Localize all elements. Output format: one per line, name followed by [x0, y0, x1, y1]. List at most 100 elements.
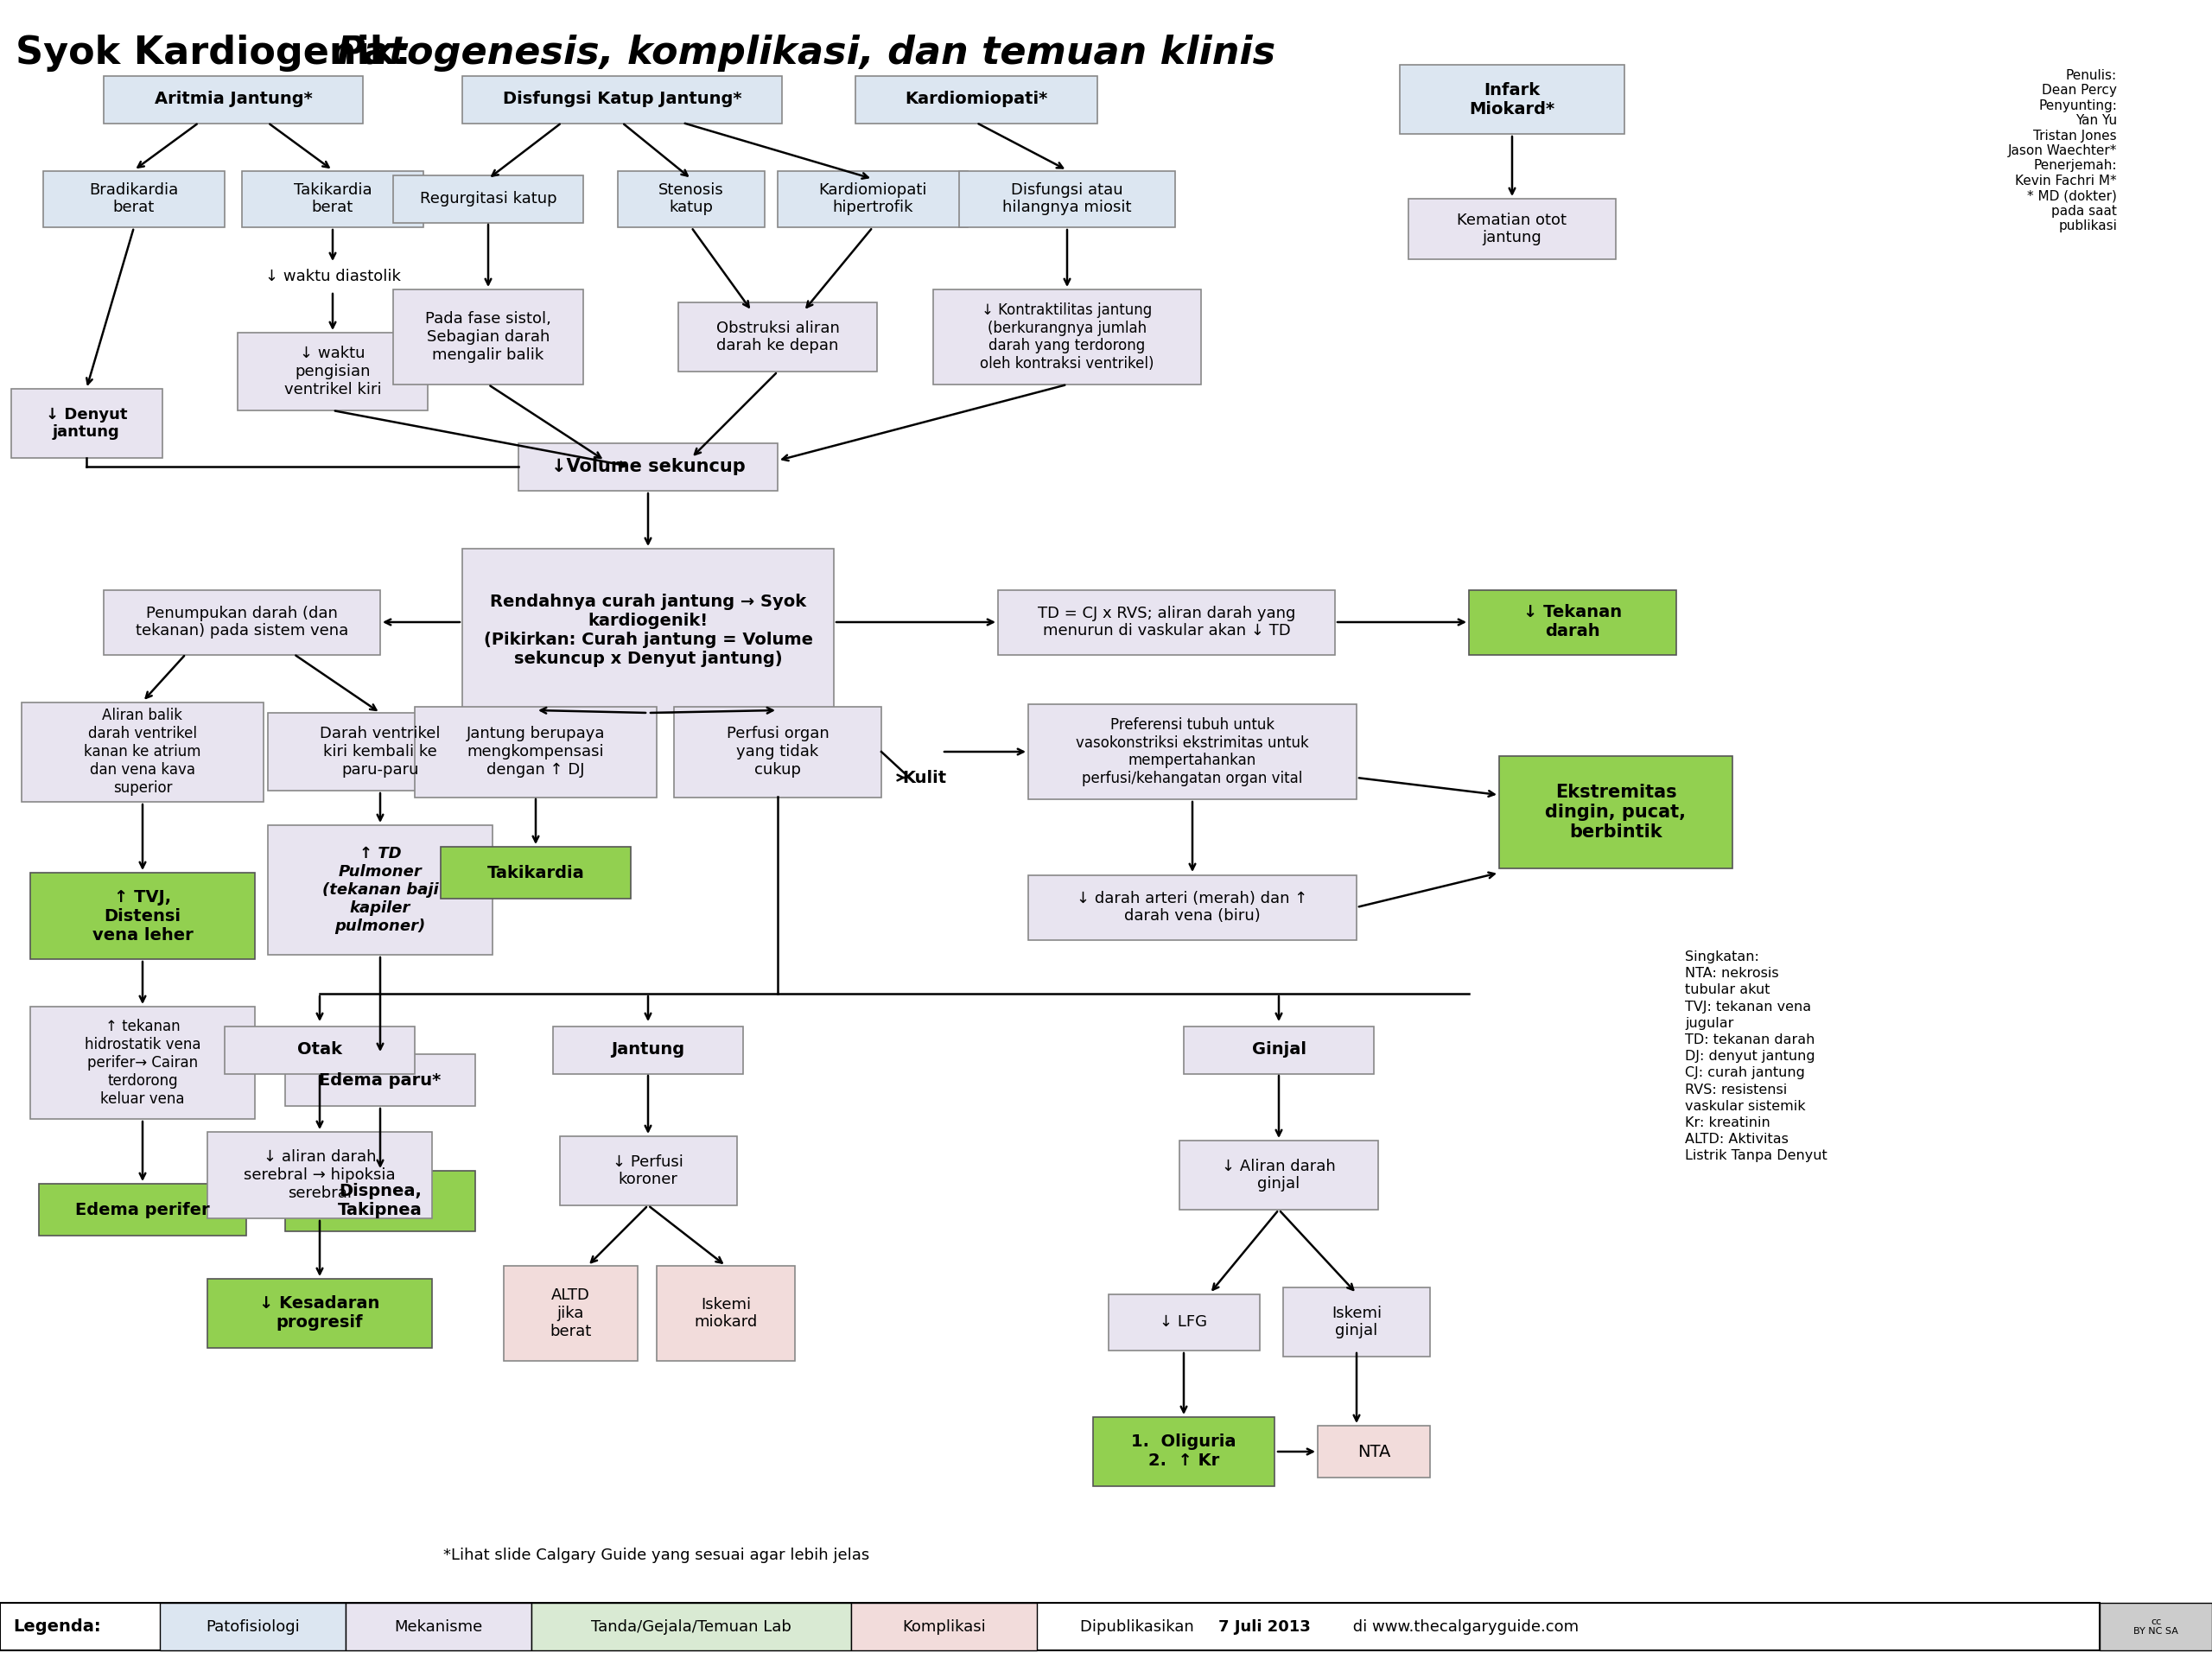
FancyBboxPatch shape — [31, 873, 254, 959]
FancyBboxPatch shape — [518, 443, 779, 491]
Text: Pada fase sistol,
Sebagian darah
mengalir balik: Pada fase sistol, Sebagian darah mengali… — [425, 312, 551, 363]
FancyBboxPatch shape — [394, 174, 584, 222]
Text: Patogenesis, komplikasi, dan temuan klinis: Patogenesis, komplikasi, dan temuan klin… — [336, 35, 1276, 71]
Text: Perfusi organ
yang tidak
cukup: Perfusi organ yang tidak cukup — [726, 727, 830, 778]
FancyBboxPatch shape — [998, 589, 1336, 655]
FancyBboxPatch shape — [1318, 1425, 1429, 1478]
Text: Edema perifer: Edema perifer — [75, 1201, 210, 1218]
FancyBboxPatch shape — [1409, 199, 1615, 259]
FancyBboxPatch shape — [285, 1171, 476, 1231]
Text: di www.thecalgaryguide.com: di www.thecalgaryguide.com — [1347, 1619, 1579, 1634]
Text: Edema paru*: Edema paru* — [319, 1072, 440, 1088]
Text: ↑ TD
Pulmoner
(tekanan baji
kapiler
pulmoner): ↑ TD Pulmoner (tekanan baji kapiler pulm… — [323, 846, 438, 934]
Text: Singkatan:
NTA: nekrosis
tubular akut
TVJ: tekanan vena
jugular
TD: tekanan dara: Singkatan: NTA: nekrosis tubular akut TV… — [1686, 951, 1827, 1163]
FancyBboxPatch shape — [852, 1603, 1037, 1651]
Text: Otak: Otak — [296, 1042, 343, 1058]
Text: ↓ Kontraktilitas jantung
(berkurangnya jumlah
darah yang terdorong
oleh kontraks: ↓ Kontraktilitas jantung (berkurangnya j… — [980, 302, 1155, 372]
Text: 1.  Oliguria
2.  ↑ Kr: 1. Oliguria 2. ↑ Kr — [1130, 1433, 1237, 1470]
Text: Komplikasi: Komplikasi — [902, 1619, 987, 1634]
FancyBboxPatch shape — [104, 589, 380, 655]
Text: Dispnea,
Takipnea: Dispnea, Takipnea — [338, 1183, 422, 1219]
FancyBboxPatch shape — [675, 707, 880, 796]
FancyBboxPatch shape — [960, 171, 1175, 227]
FancyBboxPatch shape — [462, 76, 783, 123]
FancyBboxPatch shape — [2099, 1603, 2212, 1651]
Text: Preferensi tubuh untuk
vasokonstriksi ekstrimitas untuk
mempertahankan
perfusi/k: Preferensi tubuh untuk vasokonstriksi ek… — [1075, 717, 1310, 786]
Text: Rendahnya curah jantung → Syok
kardiogenik!
(Pikirkan: Curah jantung = Volume
se: Rendahnya curah jantung → Syok kardiogen… — [484, 594, 812, 667]
Text: Kulit: Kulit — [902, 770, 947, 786]
FancyBboxPatch shape — [31, 1007, 254, 1118]
Text: ↓Volume sekuncup: ↓Volume sekuncup — [551, 458, 745, 474]
FancyBboxPatch shape — [462, 549, 834, 713]
FancyBboxPatch shape — [1029, 703, 1356, 800]
FancyBboxPatch shape — [11, 388, 161, 458]
Text: ↓ Kesadaran
progresif: ↓ Kesadaran progresif — [259, 1296, 380, 1331]
FancyBboxPatch shape — [268, 713, 493, 791]
Text: Penulis:
Dean Percy
Penyunting:
Yan Yu
Tristan Jones
Jason Waechter*
Penerjemah:: Penulis: Dean Percy Penyunting: Yan Yu T… — [2008, 70, 2117, 232]
Text: Jantung berupaya
mengkompensasi
dengan ↑ DJ: Jantung berupaya mengkompensasi dengan ↑… — [467, 727, 606, 778]
FancyBboxPatch shape — [208, 1131, 431, 1218]
FancyBboxPatch shape — [268, 825, 493, 956]
Text: cc
BY NC SA: cc BY NC SA — [2132, 1618, 2179, 1636]
FancyBboxPatch shape — [416, 707, 657, 796]
FancyBboxPatch shape — [1029, 874, 1356, 939]
Text: Takikardia
berat: Takikardia berat — [294, 182, 372, 216]
Text: Iskemi
ginjal: Iskemi ginjal — [1332, 1306, 1382, 1339]
Text: ↓ LFG: ↓ LFG — [1159, 1314, 1208, 1331]
FancyBboxPatch shape — [159, 1603, 345, 1651]
FancyBboxPatch shape — [531, 1603, 852, 1651]
FancyBboxPatch shape — [1183, 1025, 1374, 1073]
Text: ↓ darah arteri (merah) dan ↑
darah vena (biru): ↓ darah arteri (merah) dan ↑ darah vena … — [1077, 891, 1307, 924]
Text: ↑ tekanan
hidrostatik vena
perifer→ Cairan
terdorong
keluar vena: ↑ tekanan hidrostatik vena perifer→ Cair… — [84, 1019, 201, 1107]
FancyBboxPatch shape — [40, 1185, 246, 1236]
Text: Disfungsi Katup Jantung*: Disfungsi Katup Jantung* — [502, 91, 741, 108]
Text: NTA: NTA — [1358, 1443, 1391, 1460]
Text: Tanda/Gejala/Temuan Lab: Tanda/Gejala/Temuan Lab — [591, 1619, 792, 1634]
Text: Takikardia: Takikardia — [487, 864, 584, 881]
FancyBboxPatch shape — [1400, 65, 1624, 134]
Text: Ekstremitas
dingin, pucat,
berbintik: Ekstremitas dingin, pucat, berbintik — [1546, 783, 1686, 841]
Text: *Lihat slide Calgary Guide yang sesuai agar lebih jelas: *Lihat slide Calgary Guide yang sesuai a… — [445, 1548, 869, 1563]
Text: ↓ Perfusi
koroner: ↓ Perfusi koroner — [613, 1155, 684, 1188]
FancyBboxPatch shape — [553, 1025, 743, 1073]
Text: 7 Juli 2013: 7 Juli 2013 — [1219, 1619, 1310, 1634]
FancyBboxPatch shape — [933, 289, 1201, 385]
Text: Patofisiologi: Patofisiologi — [206, 1619, 299, 1634]
Text: Stenosis
katup: Stenosis katup — [659, 182, 723, 216]
Text: Disfungsi atau
hilangnya miosit: Disfungsi atau hilangnya miosit — [1002, 182, 1133, 216]
Text: Bradikardia
berat: Bradikardia berat — [88, 182, 179, 216]
FancyBboxPatch shape — [237, 333, 427, 410]
FancyBboxPatch shape — [440, 846, 630, 899]
FancyBboxPatch shape — [679, 302, 876, 372]
Text: ↓ aliran darah
serebral → hipoksia
serebral: ↓ aliran darah serebral → hipoksia sereb… — [243, 1150, 396, 1201]
FancyBboxPatch shape — [44, 171, 226, 227]
Text: ↓ waktu
pengisian
ventrikel kiri: ↓ waktu pengisian ventrikel kiri — [283, 345, 380, 397]
Text: ↓ Denyut
jantung: ↓ Denyut jantung — [46, 406, 128, 440]
Text: ↓ Tekanan
darah: ↓ Tekanan darah — [1524, 604, 1621, 640]
FancyBboxPatch shape — [779, 171, 969, 227]
FancyBboxPatch shape — [226, 1025, 416, 1073]
Text: Ginjal: Ginjal — [1252, 1042, 1305, 1058]
Text: Iskemi
miokard: Iskemi miokard — [695, 1297, 757, 1331]
FancyBboxPatch shape — [617, 171, 765, 227]
FancyBboxPatch shape — [1469, 589, 1677, 655]
FancyBboxPatch shape — [560, 1136, 737, 1206]
FancyBboxPatch shape — [1500, 757, 1732, 868]
Text: Obstruksi aliran
darah ke depan: Obstruksi aliran darah ke depan — [717, 320, 838, 353]
FancyBboxPatch shape — [285, 1053, 476, 1107]
FancyBboxPatch shape — [856, 76, 1097, 123]
FancyBboxPatch shape — [345, 1603, 531, 1651]
Text: Syok Kardiogenik:: Syok Kardiogenik: — [15, 35, 425, 71]
FancyBboxPatch shape — [394, 289, 584, 385]
FancyBboxPatch shape — [1093, 1417, 1274, 1486]
Text: Dipublikasikan: Dipublikasikan — [1079, 1619, 1199, 1634]
FancyBboxPatch shape — [1283, 1287, 1429, 1357]
Text: Jantung: Jantung — [611, 1042, 686, 1058]
Text: Kardiomiopati*: Kardiomiopati* — [905, 91, 1048, 108]
FancyBboxPatch shape — [504, 1266, 637, 1360]
Text: TD = CJ x RVS; aliran darah yang
menurun di vaskular akan ↓ TD: TD = CJ x RVS; aliran darah yang menurun… — [1037, 606, 1296, 639]
FancyBboxPatch shape — [104, 76, 363, 123]
Text: Aliran balik
darah ventrikel
kanan ke atrium
dan vena kava
superior: Aliran balik darah ventrikel kanan ke at… — [84, 708, 201, 795]
FancyBboxPatch shape — [1179, 1141, 1378, 1209]
FancyBboxPatch shape — [1108, 1294, 1259, 1350]
